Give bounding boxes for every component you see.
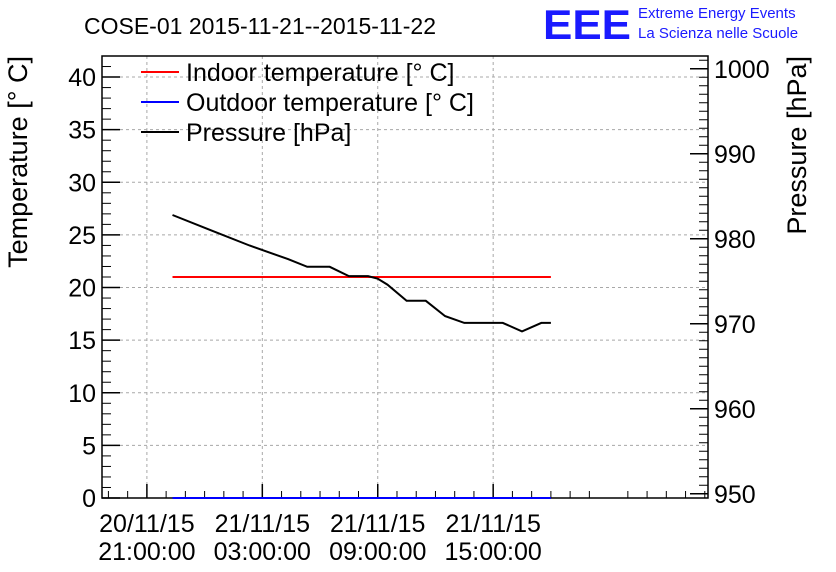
x-tick-date: 21/11/15 xyxy=(445,510,540,538)
y2-tick-label: 960 xyxy=(714,396,756,424)
x-tick-time: 21:00:00 xyxy=(98,538,195,566)
eee-logo-text: EEE xyxy=(543,1,631,48)
x-tick-time: 03:00:00 xyxy=(214,538,311,566)
y-axis-left: 0 5 10 15 20 25 30 35 40 xyxy=(68,64,120,513)
y-tick-label: 10 xyxy=(68,380,96,408)
y-tick-label: 20 xyxy=(68,275,96,303)
x-axis: 20/11/1521:00:0021/11/1503:00:0021/11/15… xyxy=(98,484,706,566)
y2-tick-label: 950 xyxy=(714,481,756,509)
x-tick-date: 21/11/15 xyxy=(215,510,310,538)
y2-tick-label: 980 xyxy=(714,226,756,254)
y-tick-label: 25 xyxy=(68,222,96,250)
y2-axis-title: Pressure [hPa] xyxy=(782,56,812,235)
y-axis-right: 950 960 970 980 990 1000 xyxy=(690,56,770,509)
eee-line1: Extreme Energy Events xyxy=(638,5,796,22)
y-tick-label: 30 xyxy=(68,169,96,197)
series-group xyxy=(172,214,551,499)
legend: Indoor temperature [° C]Outdoor temperat… xyxy=(141,59,474,147)
y-tick-label: 40 xyxy=(68,64,96,92)
y-tick-label: 0 xyxy=(82,485,96,513)
y-tick-label: 35 xyxy=(68,117,96,145)
eee-logo: EEE Extreme Energy Events La Scienza nel… xyxy=(543,1,798,48)
series-pressure-line xyxy=(172,214,551,333)
legend-label: Pressure [hPa] xyxy=(186,119,351,147)
x-tick-date: 21/11/15 xyxy=(330,510,425,538)
legend-label: Indoor temperature [° C] xyxy=(186,59,454,87)
x-tick-date: 20/11/15 xyxy=(99,510,194,538)
y2-tick-label: 970 xyxy=(714,311,756,339)
x-tick-time: 15:00:00 xyxy=(445,538,542,566)
y2-tick-label: 990 xyxy=(714,141,756,169)
y2-tick-label: 1000 xyxy=(714,56,770,84)
y-tick-label: 15 xyxy=(68,327,96,355)
legend-label: Outdoor temperature [° C] xyxy=(186,89,474,117)
y-axis-title: Temperature [° C] xyxy=(3,56,33,268)
eee-line2: La Scienza nelle Scuole xyxy=(638,25,798,42)
chart-title: COSE-01 2015-11-21--2015-11-22 xyxy=(84,13,436,39)
x-tick-time: 09:00:00 xyxy=(329,538,426,566)
y-tick-label: 5 xyxy=(82,432,96,460)
grid xyxy=(102,56,708,499)
